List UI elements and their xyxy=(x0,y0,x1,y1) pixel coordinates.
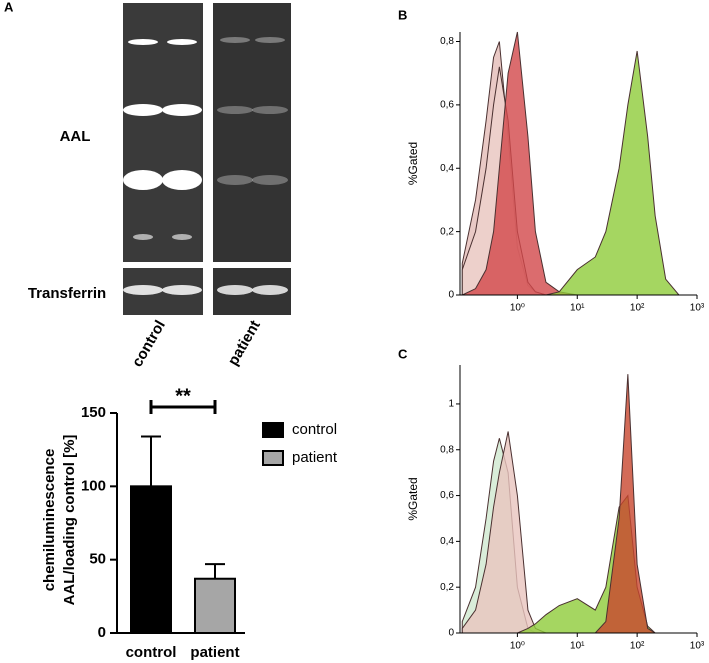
legend-swatch xyxy=(262,450,284,466)
panel-label: C xyxy=(398,346,408,361)
legend-swatch xyxy=(262,422,284,438)
significance-bracket xyxy=(149,400,217,414)
x-tick-label: 10² xyxy=(630,303,645,314)
y-tick-label: 1 xyxy=(448,399,454,410)
y-tick-label: 0,6 xyxy=(440,490,454,501)
y-tick-label: 0,4 xyxy=(440,163,454,174)
y-axis-label: chemiluminescence xyxy=(41,449,58,592)
blot xyxy=(123,3,291,315)
x-tick-label: 10¹ xyxy=(570,303,585,314)
blot-lane xyxy=(213,3,291,262)
row-label: Transferrin xyxy=(28,285,106,302)
x-tick-label: control xyxy=(126,644,177,661)
legend-label: control xyxy=(292,421,337,438)
y-tick-label: 100 xyxy=(81,477,106,494)
y-tick-label: 0,4 xyxy=(440,536,454,547)
y-axis-label: %Gated xyxy=(406,477,420,520)
y-axis-label: AAL/loading control [%] xyxy=(61,435,78,606)
y-tick-label: 0 xyxy=(98,624,106,641)
significance: ** xyxy=(175,385,191,407)
y-tick-label: 0,2 xyxy=(440,582,454,593)
x-tick-label: 10³ xyxy=(690,303,705,314)
y-axis-label: %Gated xyxy=(406,142,420,185)
y-tick-label: 0,8 xyxy=(440,444,454,455)
x-tick-label: 10² xyxy=(630,641,645,652)
y-tick-label: 50 xyxy=(89,551,106,568)
x-tick-label: 10⁰ xyxy=(510,303,525,314)
y-tick-label: 0,2 xyxy=(440,226,454,237)
y-tick-label: 150 xyxy=(81,404,106,421)
x-tick-label: patient xyxy=(190,644,239,661)
y-tick-label: 0,6 xyxy=(440,100,454,111)
bar xyxy=(130,485,172,635)
lane-label: control xyxy=(129,317,169,370)
y-tick-label: 0,8 xyxy=(440,36,454,47)
x-tick-label: 10³ xyxy=(690,641,705,652)
bar xyxy=(194,577,236,635)
panel-label: B xyxy=(398,7,407,22)
panel-label: A xyxy=(4,0,14,14)
bands xyxy=(123,37,288,295)
y-tick-label: 0 xyxy=(448,290,454,301)
row-label: AAL xyxy=(60,128,91,145)
x-tick-label: 10¹ xyxy=(570,641,585,652)
x-tick-label: 10⁰ xyxy=(510,641,525,652)
y-tick-label: 0 xyxy=(448,628,454,639)
lane-label: patient xyxy=(225,317,264,368)
legend-label: patient xyxy=(292,449,338,466)
blot-lane xyxy=(123,3,203,262)
